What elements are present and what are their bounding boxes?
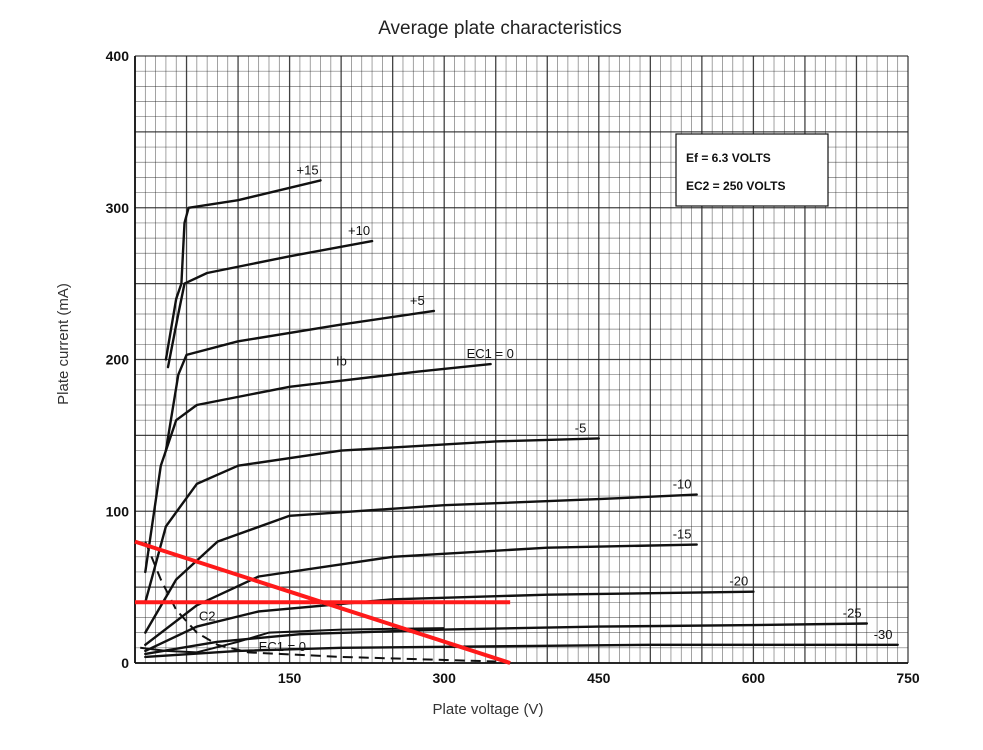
x-tick-label: 150 xyxy=(278,670,302,686)
low-curve-label: EC1 = 0 xyxy=(259,639,306,654)
grid-voltage-curve xyxy=(164,309,436,452)
y-tick-label: 300 xyxy=(106,200,130,216)
curve-label: +15 xyxy=(297,162,319,177)
curve-label: -10 xyxy=(673,477,692,492)
curve-label: +5 xyxy=(410,293,425,308)
grid-voltage-curve xyxy=(144,543,698,646)
screen-current-curve xyxy=(144,541,496,663)
tick-labels: 0 100 200 300 400 150 300 450 600 750 xyxy=(106,48,920,686)
filament-voltage-note: Ef = 6.3 VOLTS xyxy=(686,151,771,165)
low-control-curve xyxy=(140,627,445,654)
grid-voltage-curve xyxy=(144,437,600,604)
grid-voltage-curve xyxy=(144,622,868,656)
grid-voltage-curve xyxy=(144,643,899,659)
grid-voltage-curve xyxy=(144,362,492,574)
grid-voltage-curve xyxy=(166,239,374,369)
screen-current-label: C2 xyxy=(199,609,216,624)
y-axis-label: Plate current (mA) xyxy=(55,283,72,405)
curve-label: -5 xyxy=(575,420,587,435)
y-tick-label: 100 xyxy=(106,503,130,519)
y-tick-label: 400 xyxy=(106,48,130,64)
x-axis-label: Plate voltage (V) xyxy=(433,701,544,718)
x-tick-label: 450 xyxy=(587,670,611,686)
y-tick-label: 200 xyxy=(106,352,130,368)
plot-frame xyxy=(134,56,908,664)
x-tick-label: 750 xyxy=(896,670,920,686)
chart-title: Average plate characteristics xyxy=(378,18,622,39)
annotation-box: Ef = 6.3 VOLTS EC2 = 250 VOLTS xyxy=(675,133,829,207)
curve-label: -15 xyxy=(673,527,692,542)
curves: +15 +10 +5 EC1 = 0 -5 -10 -15 -20 -25 -30 Ib C2 EC1 … xyxy=(140,162,899,663)
ib-label: Ib xyxy=(336,354,347,369)
curve-label: -30 xyxy=(874,627,893,642)
curve-label: -20 xyxy=(729,574,748,589)
y-tick-label: 0 xyxy=(121,655,129,671)
grid-voltage-curve xyxy=(164,179,322,361)
curve-label: EC1 = 0 xyxy=(467,346,514,361)
x-tick-label: 600 xyxy=(742,670,766,686)
curve-label: +10 xyxy=(348,223,370,238)
curve-label: -25 xyxy=(843,606,862,621)
overlay-lines xyxy=(134,539,511,665)
x-tick-label: 300 xyxy=(433,670,457,686)
grid-voltage-curve xyxy=(144,493,698,634)
screen-voltage-note: EC2 = 250 VOLTS xyxy=(686,179,786,193)
